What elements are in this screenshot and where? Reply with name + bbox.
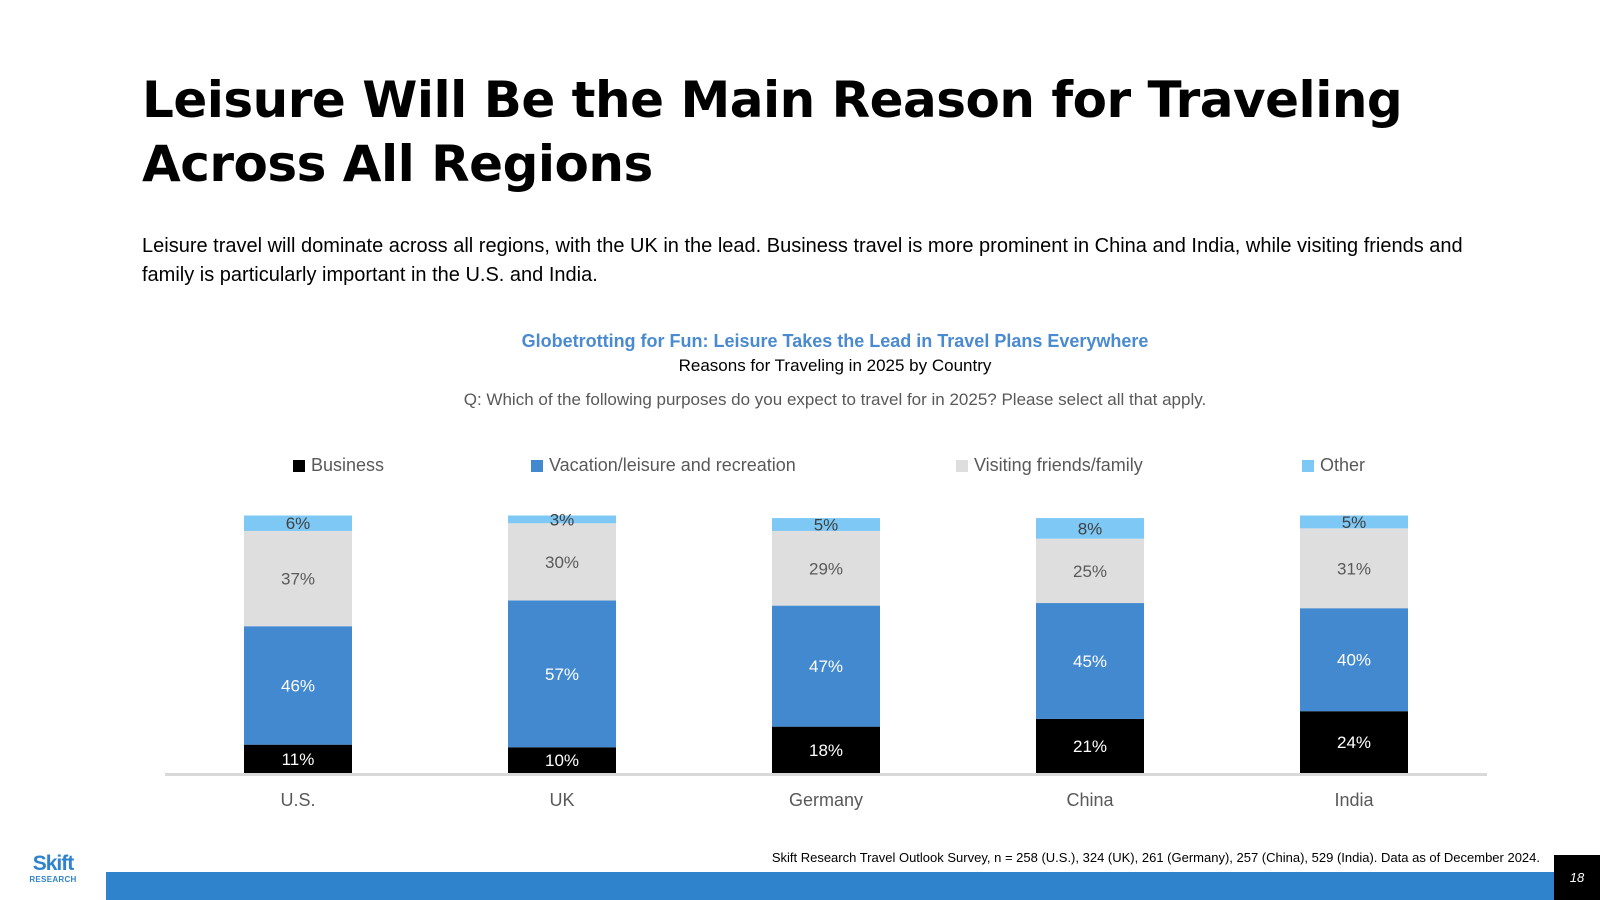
chart-title: Globetrotting for Fun: Leisure Takes the… bbox=[521, 331, 1149, 351]
data-label-vacation-leisure-and-recreation-uk: 57% bbox=[545, 665, 579, 684]
page-title: Leisure Will Be the Main Reason for Trav… bbox=[142, 71, 1403, 193]
bar-segment-business-china bbox=[1036, 718, 1144, 773]
legend-swatch-leisure bbox=[531, 459, 543, 472]
bar-segment-other-germany bbox=[772, 518, 880, 531]
data-label-vacation-leisure-and-recreation-china: 45% bbox=[1073, 652, 1107, 671]
logo-sub-text: RESEARCH bbox=[29, 875, 77, 884]
bar-segment-visiting-friends-family-u-s bbox=[244, 530, 352, 627]
footnote: Skift Research Travel Outlook Survey, n … bbox=[771, 850, 1540, 865]
data-label-vacation-leisure-and-recreation-u-s: 46% bbox=[281, 676, 315, 695]
legend-item-other: Other bbox=[1302, 455, 1365, 476]
page-number: 18 bbox=[1554, 855, 1600, 900]
data-label-other-china: 8% bbox=[1078, 519, 1103, 538]
data-label-business-u-s: 11% bbox=[282, 750, 315, 769]
bar-segment-vacation-leisure-and-recreation-germany bbox=[772, 605, 880, 727]
data-label-visiting-friends-family-uk: 30% bbox=[545, 553, 579, 572]
data-label-other-u-s: 6% bbox=[286, 514, 311, 533]
data-label-visiting-friends-family-india: 31% bbox=[1337, 559, 1371, 578]
bar-segment-visiting-friends-family-india bbox=[1300, 528, 1408, 609]
bar-segment-business-u-s bbox=[244, 744, 352, 773]
page-subtitle: Leisure travel will dominate across all … bbox=[142, 235, 1463, 286]
data-label-visiting-friends-family-u-s: 37% bbox=[281, 570, 315, 589]
bar-segment-other-india bbox=[1300, 515, 1408, 529]
data-label-business-china: 21% bbox=[1073, 737, 1107, 756]
x-axis-label-germany: Germany bbox=[789, 790, 863, 810]
data-label-business-germany: 18% bbox=[809, 741, 843, 760]
chart-subtitle: Reasons for Traveling in 2025 by Country bbox=[678, 356, 992, 375]
legend-label-leisure: Vacation/leisure and recreation bbox=[549, 455, 796, 475]
data-label-other-germany: 5% bbox=[814, 516, 839, 535]
data-label-other-uk: 3% bbox=[550, 510, 575, 529]
data-label-vacation-leisure-and-recreation-germany: 47% bbox=[809, 657, 843, 676]
legend-label-business: Business bbox=[311, 455, 385, 475]
bar-segment-visiting-friends-family-germany bbox=[772, 530, 880, 606]
legend-swatch-other bbox=[1302, 459, 1314, 472]
bar-segment-visiting-friends-family-uk bbox=[508, 523, 616, 601]
bar-segment-vacation-leisure-and-recreation-uk bbox=[508, 600, 616, 748]
data-label-other-india: 5% bbox=[1342, 513, 1367, 532]
legend-swatch-business bbox=[293, 459, 305, 472]
data-label-business-uk: 10% bbox=[545, 751, 579, 770]
bar-segment-other-uk bbox=[508, 515, 616, 524]
x-axis-label-u-s: U.S. bbox=[280, 790, 315, 810]
logo-main-text: Skift bbox=[32, 852, 75, 875]
data-label-visiting-friends-family-china: 25% bbox=[1073, 562, 1107, 581]
bar-segment-other-u-s bbox=[244, 515, 352, 531]
bar-segment-visiting-friends-family-china bbox=[1036, 538, 1144, 604]
bar-segment-vacation-leisure-and-recreation-china bbox=[1036, 603, 1144, 719]
legend-label-other: Other bbox=[1320, 455, 1366, 475]
legend-item-friends: Visiting friends/family bbox=[956, 455, 1143, 476]
data-label-vacation-leisure-and-recreation-india: 40% bbox=[1337, 651, 1371, 670]
legend-swatch-friends bbox=[956, 459, 968, 472]
bar-segment-business-india bbox=[1300, 711, 1408, 773]
legend-item-leisure: Vacation/leisure and recreation bbox=[531, 455, 796, 476]
bar-segment-vacation-leisure-and-recreation-u-s bbox=[244, 626, 352, 745]
legend-item-business: Business bbox=[293, 455, 384, 476]
data-label-business-india: 24% bbox=[1337, 733, 1371, 752]
chart-question: Q: Which of the following purposes do yo… bbox=[463, 390, 1207, 409]
bar-segment-business-uk bbox=[508, 747, 616, 773]
bottom-accent-bar bbox=[106, 872, 1556, 900]
legend-label-friends: Visiting friends/family bbox=[974, 455, 1143, 475]
x-axis-label-china: China bbox=[1066, 790, 1114, 810]
bar-segment-vacation-leisure-and-recreation-india bbox=[1300, 608, 1408, 712]
bar-segment-other-china bbox=[1036, 518, 1144, 539]
x-axis-label-india: India bbox=[1334, 790, 1374, 810]
data-label-visiting-friends-family-germany: 29% bbox=[809, 559, 843, 578]
bar-segment-business-germany bbox=[772, 726, 880, 773]
skift-research-logo: Skift RESEARCH bbox=[22, 852, 84, 885]
x-axis-label-uk: UK bbox=[549, 790, 574, 810]
